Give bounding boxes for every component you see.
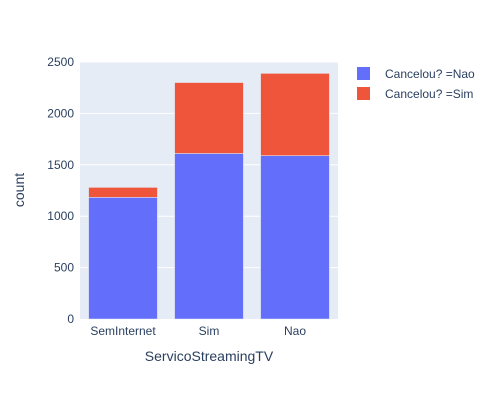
bar-sim-sim[interactable] (174, 82, 244, 154)
y-axis-title: count (11, 173, 27, 207)
x-tick-label: Nao (284, 324, 306, 338)
x-axis-title: ServicoStreamingTV (145, 348, 274, 364)
bar-seminternet-nao[interactable] (88, 197, 158, 320)
x-tick-label: Sim (199, 324, 220, 338)
legend-swatch (357, 67, 370, 80)
bar-sim-nao[interactable] (174, 153, 244, 320)
legend-item-nao[interactable]: Cancelou? =Nao (357, 67, 475, 81)
x-tick-label: SemInternet (90, 324, 156, 338)
bar-nao-nao[interactable] (260, 155, 330, 320)
legend[interactable]: Cancelou? =Nao Cancelou? =Sim (357, 67, 475, 101)
bars (88, 73, 330, 320)
bar-nao-sim[interactable] (260, 73, 330, 156)
x-axis-ticks: SemInternet Sim Nao (90, 324, 306, 338)
legend-swatch (357, 87, 370, 100)
y-axis-ticks: 0 500 1000 1500 2000 2500 (47, 55, 74, 326)
y-tick-label: 1500 (47, 158, 74, 172)
y-tick-label: 0 (67, 312, 74, 326)
bar-seminternet-sim[interactable] (88, 187, 158, 198)
legend-item-sim[interactable]: Cancelou? =Sim (357, 87, 473, 101)
y-tick-label: 500 (54, 261, 74, 275)
legend-label: Cancelou? =Sim (385, 87, 473, 101)
y-tick-label: 1000 (47, 209, 74, 223)
y-tick-label: 2500 (47, 55, 74, 69)
y-tick-label: 2000 (47, 106, 74, 120)
legend-label: Cancelou? =Nao (385, 67, 475, 81)
